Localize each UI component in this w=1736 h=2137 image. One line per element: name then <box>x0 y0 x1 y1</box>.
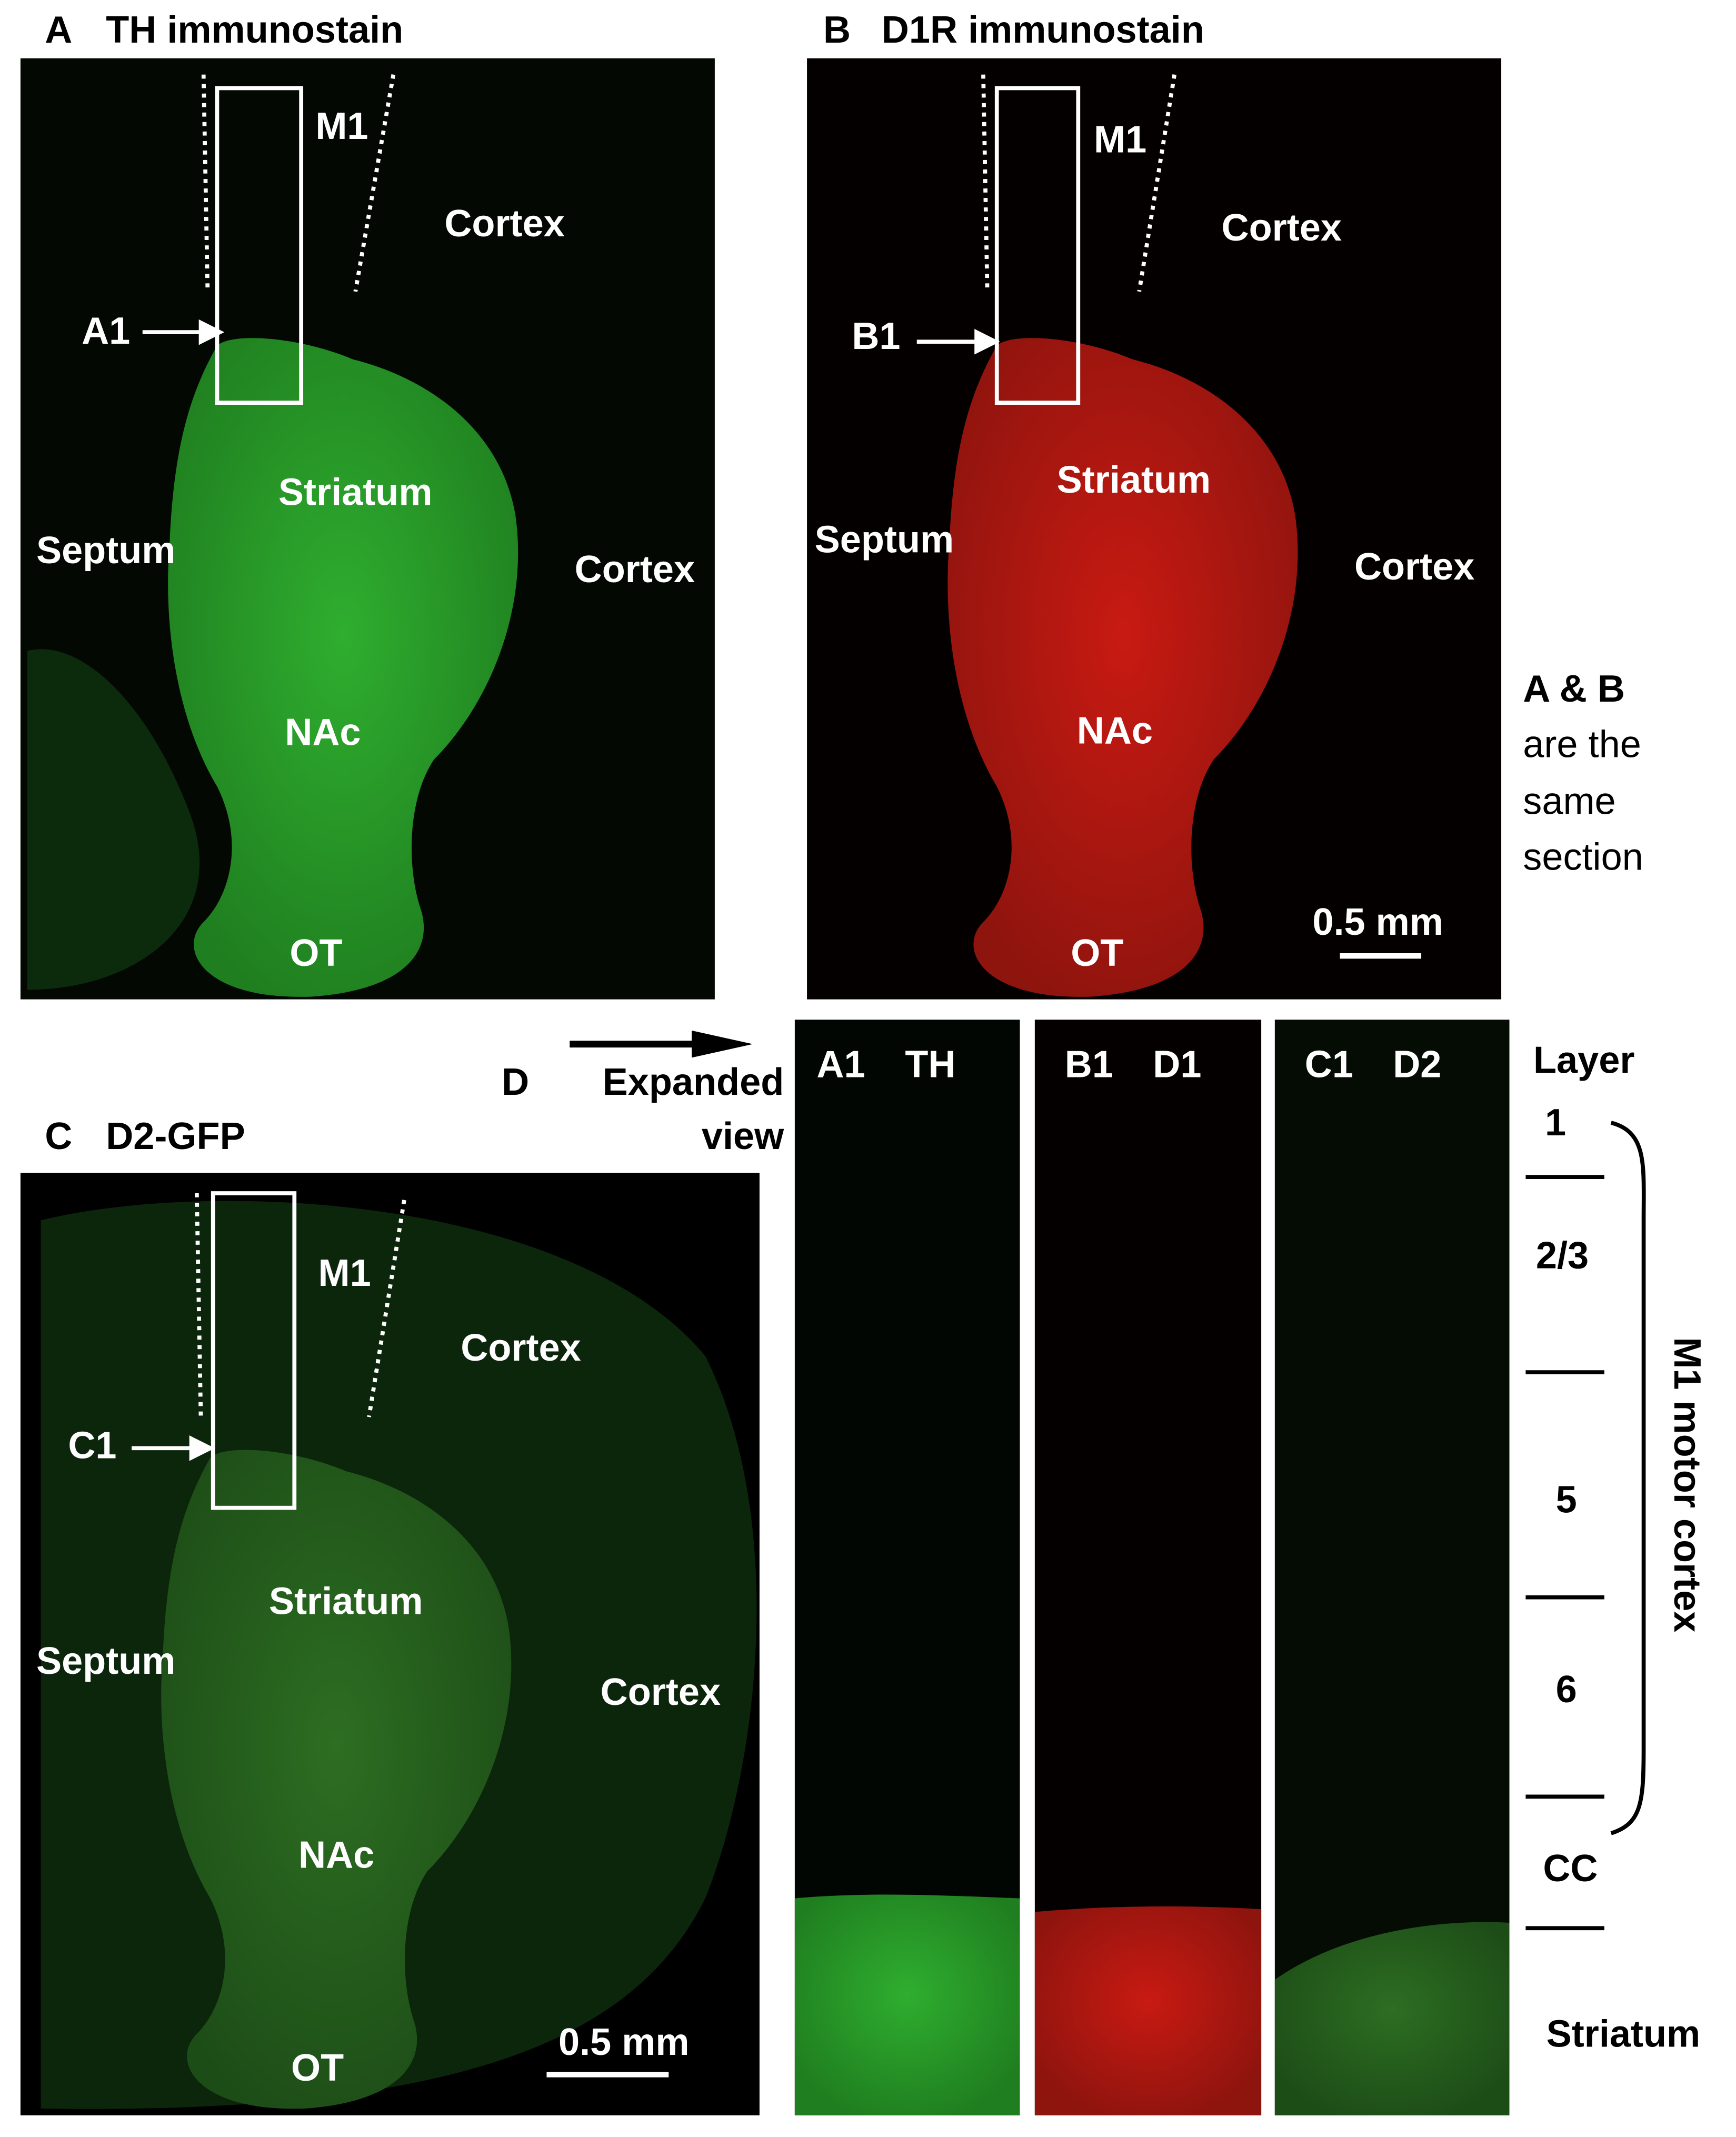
region-label: M1 <box>315 105 368 147</box>
region-label: Cortex <box>444 203 564 245</box>
layer-label: 1 <box>1545 1102 1566 1144</box>
inset-label: B1 <box>852 315 900 357</box>
note-line: same <box>1523 781 1615 823</box>
note-line: section <box>1523 836 1643 878</box>
panel-title: view <box>702 1115 784 1157</box>
dotted-line <box>353 74 396 292</box>
dotted-line <box>367 1200 406 1417</box>
layer-header: Layer <box>1533 1040 1634 1082</box>
arrow-head <box>198 319 225 345</box>
scale-bar-label: 0.5 mm <box>1312 901 1443 943</box>
layer-label: Striatum <box>1547 2013 1701 2055</box>
region-label: Septum <box>36 530 175 572</box>
region-label: OT <box>290 932 342 974</box>
region-label: Cortex <box>1221 207 1341 249</box>
region-label: Septum <box>36 1640 175 1682</box>
strip-striatum <box>794 1894 1020 2115</box>
bracket <box>1610 1121 1646 1835</box>
panel-letter: D <box>502 1061 529 1103</box>
strip-id: A1 <box>816 1043 865 1085</box>
region-label: NAc <box>1077 710 1153 752</box>
panel-letter: B <box>823 9 851 51</box>
note-line: are the <box>1523 724 1641 766</box>
panel-letter: A <box>45 9 72 51</box>
strip-label: TH <box>905 1043 955 1085</box>
layer-dividers <box>1525 1121 1646 1931</box>
strip-label: D2 <box>1393 1043 1441 1085</box>
layer-label: 2/3 <box>1536 1235 1589 1277</box>
dotted-line <box>1137 74 1177 292</box>
region-label: OT <box>1071 932 1123 974</box>
inset-box <box>211 1191 297 1510</box>
overlay-a <box>142 74 396 405</box>
region-label: M1 <box>1094 119 1146 161</box>
strip-striatum <box>1274 1922 1510 2115</box>
layer-label: 5 <box>1556 1479 1577 1521</box>
note-line: A & B <box>1523 668 1625 710</box>
panel-title: D1R immunostain <box>882 9 1204 51</box>
scale-bar-label: 0.5 mm <box>558 2021 690 2063</box>
layer-label: 6 <box>1556 1669 1577 1711</box>
bracket-label: M1 motor cortex <box>1666 1337 1708 1632</box>
region-label: NAc <box>285 711 361 753</box>
region-label: Cortex <box>1354 546 1474 588</box>
region-label: Cortex <box>575 548 695 591</box>
region-label: OT <box>291 2047 344 2089</box>
layer-label: CC <box>1543 1848 1598 1890</box>
arrow-head <box>189 1435 215 1461</box>
panel-letter: C <box>45 1115 72 1157</box>
panel-title: TH immunostain <box>106 9 403 51</box>
septum-tissue <box>27 649 200 990</box>
arrow-head <box>974 328 1000 355</box>
dotted-line <box>981 74 990 292</box>
strip-striatum <box>1034 1906 1262 2115</box>
region-label: Striatum <box>269 1581 423 1623</box>
panel-title: Expanded <box>603 1061 784 1103</box>
overlay-c <box>132 1191 669 2078</box>
strip-id: B1 <box>1065 1043 1113 1085</box>
region-label: Cortex <box>601 1671 721 1713</box>
inset-box <box>994 86 1081 405</box>
dotted-line <box>201 74 210 292</box>
region-label: Cortex <box>461 1327 581 1369</box>
inset-label: A1 <box>82 310 130 352</box>
strip-id: C1 <box>1305 1043 1353 1085</box>
inset-box <box>215 86 304 405</box>
region-label: Septum <box>815 519 954 561</box>
inset-label: C1 <box>68 1424 116 1466</box>
overlay-b <box>916 74 1422 959</box>
region-label: M1 <box>318 1252 371 1294</box>
region-label: NAc <box>298 1834 374 1876</box>
region-label: Striatum <box>278 471 433 513</box>
panel-title: D2-GFP <box>106 1115 245 1157</box>
region-label: Striatum <box>1057 459 1211 501</box>
arrow-head <box>692 1030 753 1058</box>
strip-label: D1 <box>1153 1043 1201 1085</box>
